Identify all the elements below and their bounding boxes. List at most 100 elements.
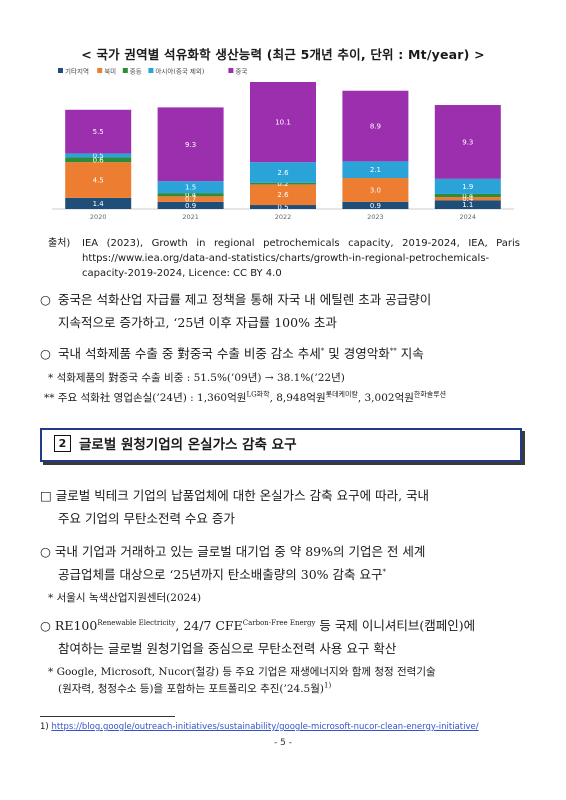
re100-text: RE100 — [54, 618, 98, 633]
note-line1: * Google, Microsoft, Nucor(철강) 등 주요 기업은 … — [48, 666, 436, 678]
legend-swatch-1 — [97, 68, 103, 73]
footnote-ref: 1) — [324, 681, 332, 690]
bullet-export-decline: ○ 국내 석화제품 수출 중 對중국 수출 비중 감소 추세* 및 경영악화**… — [40, 342, 530, 365]
footnote: 1) https://blog.google/outreach-initiati… — [40, 722, 479, 732]
footnote-marker: ** — [389, 346, 397, 355]
bar-2023-series-4 — [342, 90, 409, 162]
data-label-2022-series-4: 10.1 — [275, 119, 291, 127]
bar-2021-series-4 — [157, 107, 224, 182]
legend-swatch-4 — [228, 68, 234, 73]
data-label-2023-series-3: 2.1 — [370, 166, 381, 174]
data-label-2024-series-1: 0.4 — [462, 195, 474, 203]
bar-2022-series-3 — [250, 162, 316, 183]
bullet-text-a: 국내 석화제품 수출 중 對중국 수출 비중 감소 추세 — [57, 346, 321, 361]
legend-label-1: 북미 — [104, 67, 116, 76]
legend-swatch-2 — [122, 68, 128, 73]
legend-label-0: 기타지역 — [65, 67, 89, 76]
data-label-2020-series-2: 0.6 — [93, 156, 105, 164]
bullet-text-c: 지속 — [396, 346, 424, 361]
section-number: 2 — [54, 434, 71, 452]
x-tick-label-2024: 2024 — [460, 213, 477, 221]
bar-2021-series-1 — [157, 196, 224, 202]
data-label-2020-series-1: 4.5 — [93, 177, 104, 185]
cfe-text: , 24/7 CFE — [175, 618, 243, 633]
bar-2024-series-2 — [434, 193, 501, 198]
x-tick-label-2020: 2020 — [90, 213, 107, 221]
legend-swatch-0 — [58, 68, 63, 73]
bullet-symbol: ○ — [40, 346, 51, 361]
bullet-text-b: 및 경영악화 — [324, 346, 390, 361]
data-label-2024-series-0: 1.1 — [462, 201, 473, 209]
data-label-2022-series-1: 2.6 — [277, 191, 289, 199]
bullet-text-line2: 주요 기업의 무탄소전력 수요 증가 — [58, 511, 235, 526]
x-tick-label-2021: 2021 — [182, 213, 199, 221]
company-sup: 한화솔루션 — [413, 390, 447, 399]
bar-2024-series-3 — [434, 178, 501, 194]
section-title: 글로벌 원청기업의 온실가스 감축 요구 — [79, 437, 297, 453]
bar-2020-series-0 — [65, 197, 132, 209]
data-label-2024-series-3: 1.9 — [462, 183, 473, 191]
bar-2021-series-0 — [157, 201, 224, 209]
note-text-b: , 8,948억원 — [269, 392, 326, 404]
note-operating-loss: ** 주요 석화社 영업손실(’24년) : 1,360억원LG화학, 8,94… — [44, 390, 524, 407]
footnote-number: 1) — [40, 722, 49, 732]
note-text-c: , 3,002억원 — [357, 392, 414, 404]
bullet-text-line2: 참여하는 글로벌 원청기업을 중심으로 무탄소전력 사용 요구 확산 — [58, 641, 397, 656]
bar-2021-series-2 — [157, 193, 224, 197]
data-label-2022-series-2: 0.2 — [277, 180, 288, 188]
bullet-global-suppliers: ○ 국내 기업과 거래하고 있는 글로벌 대기업 중 약 89%의 기업은 전 … — [40, 540, 530, 586]
stacked-bar-chart: 기타지역 북미 중동 아시아(중국 제외) 중국 1.4 4.5 0.6 0.5 5.5 2020 0… — [52, 62, 514, 228]
x-tick-label-2023: 2023 — [367, 213, 384, 221]
bullet-text-line1: 국내 기업과 거래하고 있는 글로벌 대기업 중 약 89%의 기업은 전 세계 — [54, 544, 426, 559]
bar-2023-series-1 — [342, 178, 409, 202]
source-text: IEA (2023), Growth in regional petrochem… — [82, 238, 520, 279]
note-text-a: ** 주요 석화社 영업손실(’24년) : 1,360억원 — [44, 392, 247, 404]
data-label-2021-series-4: 9.3 — [185, 141, 196, 149]
bar-2022-series-4 — [250, 82, 316, 163]
cfe-sup: Carbon-Free Energy — [242, 618, 316, 627]
footnote-marker: * — [382, 567, 387, 576]
bullet-text-line1: 글로벌 빅테크 기업의 납품업체에 대한 온실가스 감축 요구에 따라, 국내 — [55, 488, 430, 503]
bar-2024-series-0 — [434, 200, 501, 209]
data-label-2021-series-2: 0.4 — [185, 191, 197, 199]
data-label-2021-series-0: 0.9 — [185, 202, 196, 210]
data-label-2022-series-3: 2.6 — [277, 169, 289, 177]
source-citation: 출처) IEA (2023), Growth in regional petro… — [48, 236, 520, 281]
bar-2022-series-2 — [250, 182, 316, 185]
bullet-symbol: ○ — [40, 292, 51, 307]
bar-2022-series-0 — [250, 205, 316, 209]
note-export-share: * 석화제품의 對중국 수출 비중 : 51.5%(’09년) → 38.1%(… — [48, 372, 345, 384]
footnote-marker: * — [320, 346, 325, 355]
bullet-symbol: ○ — [40, 618, 51, 633]
data-label-2024-series-2: 0.4 — [462, 192, 474, 200]
bar-2023-series-3 — [342, 161, 409, 179]
bullet-re100: ○ RE100Renewable Electricity, 24/7 CFECa… — [40, 614, 530, 660]
bullet-text-c: 등 국제 이니셔티브(캠페인)에 — [315, 618, 476, 633]
bar-2020-series-2 — [65, 157, 132, 163]
bar-2024-series-1 — [434, 197, 501, 201]
data-label-2020-series-0: 1.4 — [93, 200, 105, 208]
legend-label-2: 중동 — [130, 68, 142, 76]
bar-2024-series-4 — [434, 105, 501, 179]
legend-swatch-3 — [148, 68, 154, 73]
note-seoul-center: * 서울시 녹색산업지원센터(2024) — [48, 592, 202, 604]
bullet-symbol: ○ — [40, 544, 51, 559]
footnote-divider — [40, 716, 175, 717]
page-number: - 5 - — [274, 738, 292, 748]
bullet-text-line2: 공급업체를 대상으로 ‘25년까지 탄소배출량의 30% 감축 요구 — [58, 567, 383, 582]
company-sup: LG화학 — [246, 390, 270, 399]
data-label-2024-series-4: 9.3 — [462, 138, 473, 146]
bullet-symbol: □ — [40, 488, 52, 503]
note-google-microsoft: * Google, Microsoft, Nucor(철강) 등 주요 기업은 … — [48, 664, 528, 698]
note-line2: (원자력, 청정수소 등)을 포함하는 포트폴리오 추진(’24.5월) — [58, 683, 324, 695]
company-sup: 롯데케미칼 — [325, 390, 358, 399]
data-label-2023-series-1: 3.0 — [370, 186, 381, 194]
bar-2020-series-4 — [65, 109, 132, 154]
bullet-china-self-sufficiency: ○ 중국은 석화산업 자급률 제고 정책을 통해 자국 내 에틸렌 초과 공급량… — [40, 288, 530, 334]
footnote-link[interactable]: https://blog.google/outreach-initiatives… — [51, 722, 479, 732]
data-label-2022-series-0: 0.5 — [277, 204, 288, 212]
chart-svg: 기타지역 북미 중동 아시아(중국 제외) 중국1.44.50.60.55.520200… — [52, 67, 514, 221]
legend-label-3: 아시아(중국 제외) — [155, 67, 204, 76]
legend-label-4: 중국 — [235, 68, 247, 76]
bar-2023-series-0 — [342, 201, 409, 209]
